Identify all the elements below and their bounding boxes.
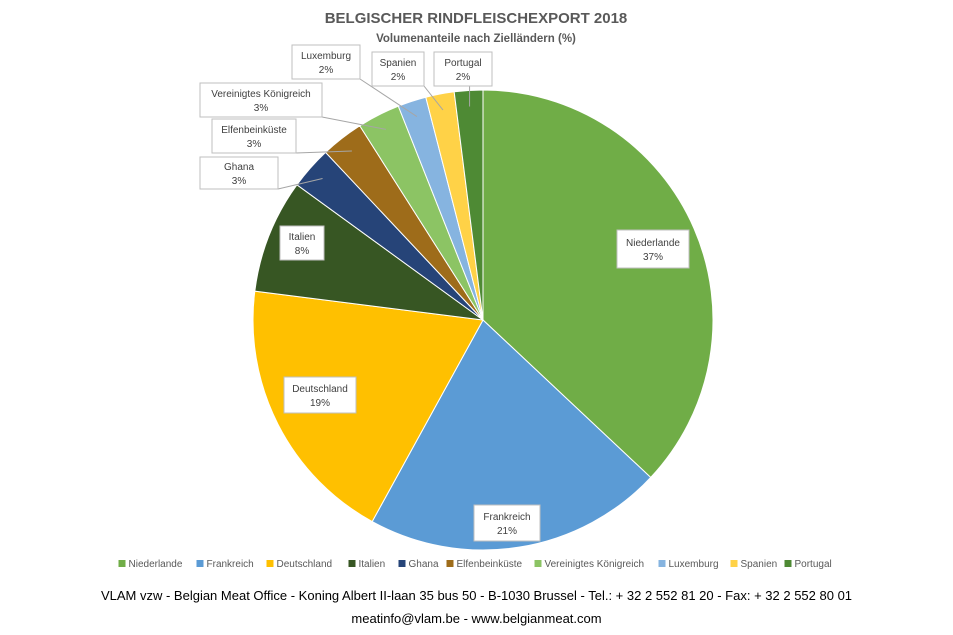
legend-item-deutschland: Deutschland	[266, 559, 333, 570]
pie-slice-niederlande	[482, 89, 714, 479]
legend-swatch	[534, 560, 542, 567]
data-label-name: Frankreich	[483, 512, 530, 523]
data-label-box	[473, 504, 541, 542]
pie-slice-deutschland	[252, 290, 484, 523]
data-label-elfenbeinkueste: Elfenbeinküste 3%	[211, 118, 297, 154]
legend-item-niederlande: Niederlande	[118, 559, 183, 570]
data-label-box	[199, 82, 323, 118]
pie-slice-italien	[254, 184, 484, 321]
pie-slices	[252, 89, 714, 551]
data-label-name: Elfenbeinküste	[221, 125, 287, 136]
legend-item-luxemburg: Luxemburg	[658, 559, 719, 570]
data-label-value: 3%	[254, 103, 269, 114]
leader-line-luxemburg	[359, 78, 418, 117]
legend-label: Vereinigtes Königreich	[545, 559, 645, 570]
legend-item-italien: Italien	[348, 559, 386, 570]
pie-slice-frankreich	[371, 319, 652, 551]
data-labels: Niederlande 37% Frankreich 21% Deutschland 19…	[199, 44, 690, 542]
legend-label: Italien	[359, 559, 386, 570]
data-label-value: 8%	[295, 246, 310, 257]
data-label-frankreich: Frankreich 21%	[473, 504, 541, 542]
legend-swatch	[658, 560, 666, 567]
pie-chart: BELGISCHER RINDFLEISCHEXPORT 2018 Volume…	[118, 10, 832, 570]
data-label-spanien: Spanien 2%	[371, 51, 425, 87]
legend-swatch	[398, 560, 406, 567]
data-label-value: 21%	[497, 526, 517, 537]
legend-swatch	[118, 560, 126, 567]
legend-item-vereinigtes-koenigreich: Vereinigtes Königreich	[534, 559, 645, 570]
data-label-portugal: Portugal 2%	[433, 51, 493, 87]
data-label-value: 37%	[643, 252, 663, 263]
pie-slice-portugal	[453, 89, 484, 321]
data-label-name: Vereinigtes Königreich	[211, 89, 311, 100]
legend-label: Spanien	[741, 559, 778, 570]
data-label-value: 2%	[456, 72, 471, 83]
data-label-name: Luxemburg	[301, 51, 351, 62]
data-label-value: 2%	[319, 65, 334, 76]
data-label-name: Portugal	[444, 58, 481, 69]
legend-swatch	[266, 560, 274, 567]
legend-item-spanien: Spanien	[730, 559, 778, 570]
legend-item-frankreich: Frankreich	[196, 559, 254, 570]
legend-label: Deutschland	[277, 559, 333, 570]
legend-label: Frankreich	[207, 559, 254, 570]
leader-line-vereinigtes-koenigreich	[321, 116, 386, 130]
data-label-vereinigtes-koenigreich: Vereinigtes Königreich 3%	[199, 82, 323, 118]
data-label-box	[211, 118, 297, 154]
leader-line-elfenbeinkueste	[295, 150, 352, 154]
data-label-italien: Italien 8%	[279, 225, 325, 261]
data-label-deutschland: Deutschland 19%	[283, 376, 357, 414]
legend-label: Niederlande	[129, 559, 183, 570]
chart-title: BELGISCHER RINDFLEISCHEXPORT 2018	[325, 10, 628, 27]
legend-item-ghana: Ghana	[398, 559, 439, 570]
data-label-ghana: Ghana 3%	[199, 156, 279, 190]
legend-label: Elfenbeinküste	[457, 559, 523, 570]
data-label-value: 3%	[232, 176, 247, 187]
data-label-name: Italien	[289, 232, 316, 243]
data-label-box	[433, 51, 493, 87]
data-label-value: 19%	[310, 398, 330, 409]
data-label-box	[283, 376, 357, 414]
data-label-value: 2%	[391, 72, 406, 83]
legend-swatch	[784, 560, 792, 567]
data-label-name: Ghana	[224, 162, 254, 173]
legend-label: Luxemburg	[669, 559, 719, 570]
footer-contact: meatinfo@vlam.be - www.belgianmeat.com	[351, 611, 602, 626]
legend-swatch	[196, 560, 204, 567]
legend: Niederlande Frankreich Deutschland Italien G…	[118, 559, 832, 570]
legend-swatch	[730, 560, 738, 567]
footer-address: VLAM vzw - Belgian Meat Office - Koning …	[100, 588, 853, 603]
data-label-luxemburg: Luxemburg 2%	[291, 44, 361, 80]
data-label-box	[616, 229, 690, 269]
legend-label: Portugal	[795, 559, 832, 570]
chart-subtitle: Volumenanteile nach Zielländern (%)	[376, 33, 576, 45]
data-label-box	[291, 44, 361, 80]
legend-swatch	[348, 560, 356, 567]
data-label-niederlande: Niederlande 37%	[616, 229, 690, 269]
data-label-value: 3%	[247, 139, 262, 150]
data-label-box	[199, 156, 279, 190]
data-label-box	[371, 51, 425, 87]
data-label-name: Spanien	[380, 58, 417, 69]
data-label-name: Deutschland	[292, 384, 348, 395]
data-label-box	[279, 225, 325, 261]
leader-line-ghana	[277, 178, 323, 190]
data-label-name: Niederlande	[626, 238, 680, 249]
legend-item-elfenbeinkueste: Elfenbeinküste	[446, 559, 523, 570]
legend-label: Ghana	[409, 559, 439, 570]
leader-line-spanien	[423, 85, 444, 111]
legend-swatch	[446, 560, 454, 567]
legend-item-portugal: Portugal	[784, 559, 832, 570]
